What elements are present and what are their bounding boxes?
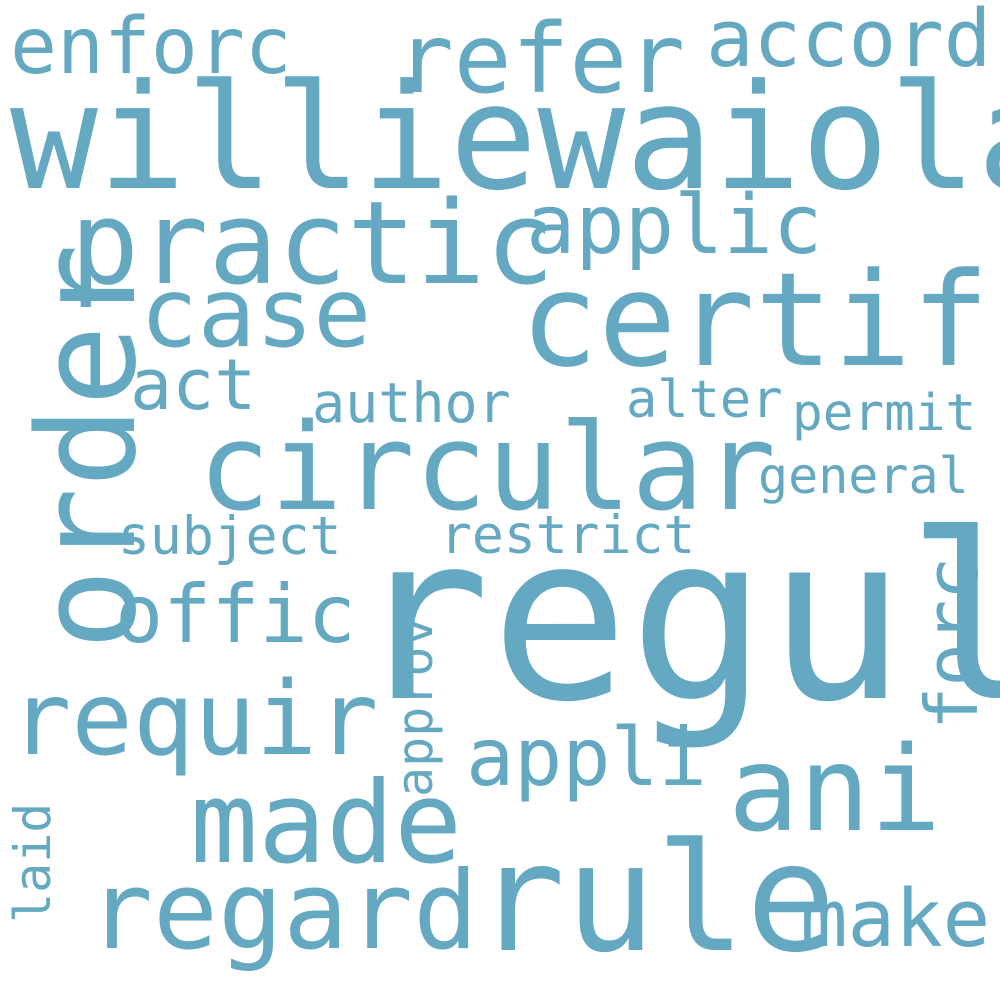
word-applic: applic [526,178,823,273]
word-offic: offic [115,568,356,661]
word-circular: circular [198,399,776,538]
word-author: author [312,371,511,435]
word-williewaiola: williewaiola [10,53,1000,223]
word-appli: appli [466,711,707,804]
word-regul: regul [352,486,1000,753]
word-permit: permit [792,384,977,443]
word-rule: rule [475,812,837,986]
word-alter: alter [626,370,783,430]
word-ani: ani [728,720,942,858]
word-general: general [758,447,969,505]
word-laid: laid [4,802,62,923]
word-make: make [800,873,991,965]
word-approv: approv [386,616,444,797]
word-order: order [9,243,166,650]
word-refer: refer [396,3,685,115]
word-practic: practic [70,177,555,311]
word-accord: accord [706,0,992,85]
word-regard: regard [88,849,479,974]
word-made: made [190,757,463,889]
word-act: act [130,344,257,426]
word-case: case [140,257,372,369]
word-subject: subject [118,506,342,567]
word-restrict: restrict [440,505,696,566]
word-forc: forc [910,556,994,730]
word-certif: certif [520,244,990,396]
word-requir: requir [10,660,379,779]
word-enforc: enforc [10,2,292,92]
